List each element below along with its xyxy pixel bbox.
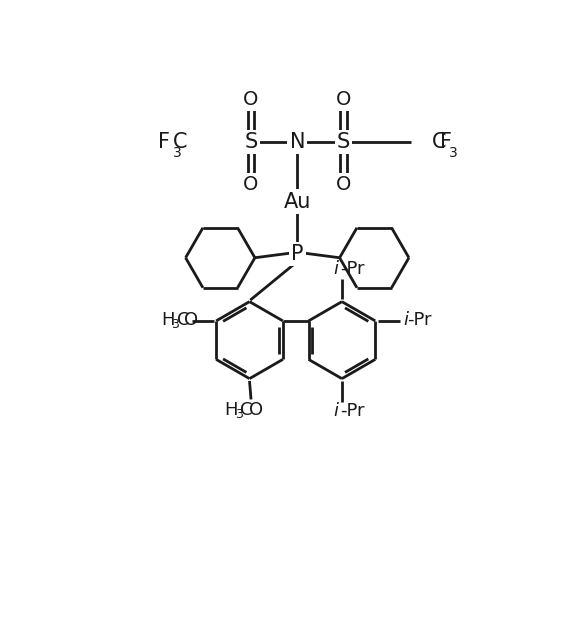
Text: F: F	[440, 132, 452, 152]
Text: S: S	[244, 132, 258, 152]
Text: 3: 3	[172, 146, 182, 160]
Text: 3: 3	[235, 408, 242, 421]
Text: N: N	[289, 132, 305, 152]
Text: -Pr: -Pr	[340, 402, 365, 420]
Text: O: O	[244, 90, 259, 109]
Text: C: C	[177, 311, 189, 329]
Text: Au: Au	[284, 191, 311, 212]
Text: 3: 3	[449, 146, 458, 160]
Text: O: O	[244, 175, 259, 194]
Text: i: i	[403, 311, 408, 329]
Text: -Pr: -Pr	[408, 311, 432, 329]
Text: i: i	[334, 402, 339, 420]
Text: C: C	[173, 132, 187, 152]
Text: O: O	[336, 175, 351, 194]
Text: H: H	[162, 311, 175, 329]
Text: C: C	[432, 132, 447, 152]
Text: -Pr: -Pr	[340, 260, 365, 278]
Text: F: F	[158, 132, 170, 152]
Text: S: S	[337, 132, 350, 152]
Text: i: i	[334, 260, 339, 278]
Text: O: O	[336, 90, 351, 109]
Text: 3: 3	[172, 318, 179, 332]
Text: C: C	[240, 401, 253, 419]
Text: O: O	[184, 311, 198, 329]
Text: O: O	[249, 401, 263, 419]
Text: P: P	[291, 244, 303, 264]
Text: H: H	[224, 401, 238, 419]
